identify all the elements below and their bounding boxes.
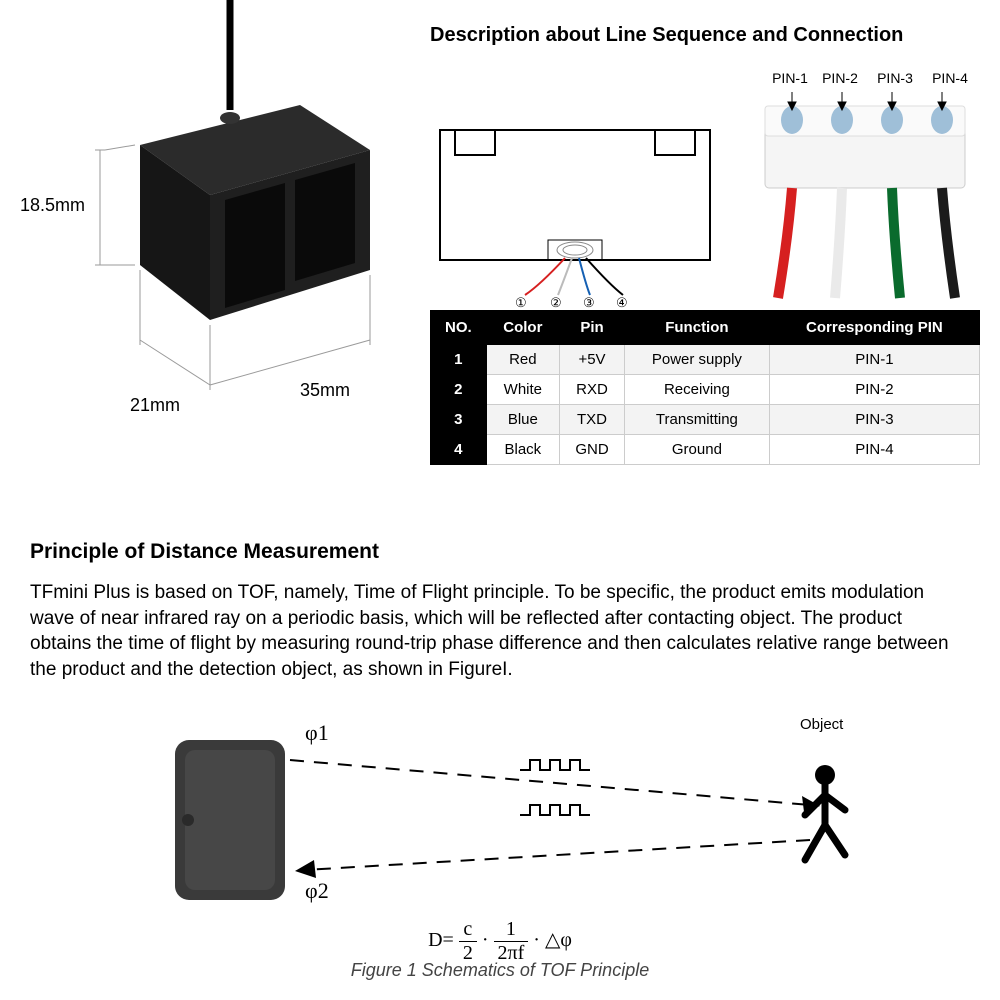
pin-label-2: PIN-2: [815, 70, 865, 86]
table-row: 1 Red +5V Power supply PIN-1: [431, 345, 980, 375]
connector-pin-photo: PIN-1 PIN-2 PIN-3 PIN-4: [750, 70, 980, 300]
tof-formula: D= c2 · 12πf · △φ: [0, 918, 1000, 965]
connection-title: Description about Line Sequence and Conn…: [430, 24, 903, 47]
wire-num-3: ③: [583, 295, 595, 311]
table-row: 4 Black GND Ground PIN-4: [431, 435, 980, 465]
figure-caption: Figure 1 Schematics of TOF Principle: [0, 960, 1000, 981]
table-row: 2 White RXD Receiving PIN-2: [431, 375, 980, 405]
wire-num-4: ④: [616, 295, 628, 311]
dim-height-label: 18.5mm: [20, 195, 85, 216]
pin-label-1: PIN-1: [765, 70, 815, 86]
connector-back-diagram: ① ② ③ ④: [430, 120, 720, 290]
principle-title: Principle of Distance Measurement: [30, 540, 379, 564]
th-cpin: Corresponding PIN: [769, 311, 979, 345]
wire-num-2: ②: [550, 295, 562, 311]
th-color: Color: [486, 311, 559, 345]
th-pin: Pin: [559, 311, 624, 345]
tof-schematic-diagram: φ1 φ2 Object: [170, 710, 870, 940]
pin-connection-table: NO. Color Pin Function Corresponding PIN…: [430, 310, 980, 465]
object-label: Object: [800, 716, 843, 733]
sensor-dimension-illustration: 18.5mm 21mm 35mm: [30, 0, 410, 430]
dim-length-label: 35mm: [300, 380, 350, 401]
pin-label-4: PIN-4: [925, 70, 975, 86]
table-row: 3 Blue TXD Transmitting PIN-3: [431, 405, 980, 435]
wire-num-1: ①: [515, 295, 527, 311]
phi1-label: φ1: [305, 720, 329, 746]
phi2-label: φ2: [305, 878, 329, 904]
th-no: NO.: [431, 311, 487, 345]
principle-text: TFmini Plus is based on TOF, namely, Tim…: [30, 580, 960, 683]
dim-width-label: 21mm: [130, 395, 180, 416]
pin-label-3: PIN-3: [870, 70, 920, 86]
th-function: Function: [625, 311, 770, 345]
